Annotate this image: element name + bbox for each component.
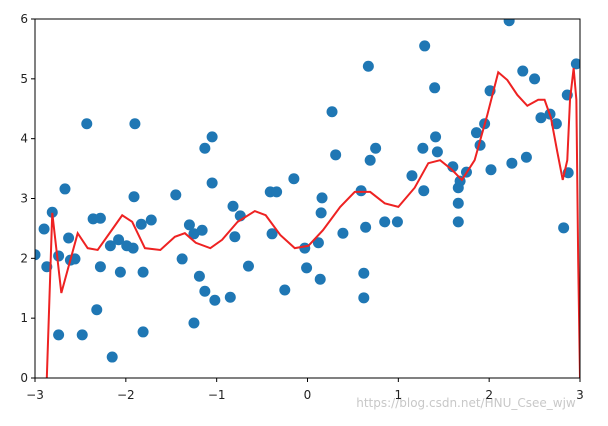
scatter-point: [355, 185, 367, 197]
scatter-point: [127, 242, 139, 254]
scatter-point: [242, 260, 254, 272]
scatter-point: [229, 231, 241, 243]
scatter-point: [364, 154, 376, 166]
x-tick-label: −3: [26, 388, 44, 402]
scatter-point: [406, 170, 418, 182]
scatter-point: [358, 292, 370, 304]
scatter-point: [315, 207, 327, 219]
scatter-point: [419, 40, 431, 52]
scatter-point: [279, 284, 291, 296]
scatter-point: [53, 329, 65, 341]
scatter-point: [360, 221, 372, 233]
scatter-point: [145, 214, 157, 226]
scatter-point: [128, 191, 140, 203]
scatter-point: [91, 304, 103, 316]
y-tick-label: 5: [20, 72, 28, 86]
scatter-point: [430, 131, 442, 143]
x-tick-label: 2: [485, 388, 493, 402]
scatter-point: [94, 261, 106, 273]
scatter-point: [391, 216, 403, 228]
scatter-point: [418, 185, 430, 197]
scatter-point: [417, 142, 429, 154]
scatter-point: [63, 232, 75, 244]
scatter-point: [76, 329, 88, 341]
x-tick-label: 0: [304, 388, 312, 402]
scatter-point: [314, 273, 326, 285]
y-tick-label: 1: [20, 311, 28, 325]
scatter-point: [570, 58, 580, 70]
scatter-point: [358, 267, 370, 279]
scatter-point: [135, 218, 147, 230]
scatter-point: [535, 112, 547, 124]
watermark: https://blog.csdn.net/HNU_Csee_wjw: [356, 396, 576, 410]
scatter-point: [337, 227, 349, 239]
scatter-point: [452, 216, 464, 228]
scatter-point: [550, 118, 562, 130]
scatter-point: [199, 142, 211, 154]
scatter-point: [529, 73, 541, 85]
scatter-point: [106, 351, 118, 363]
scatter-point: [520, 151, 532, 163]
scatter-point: [485, 164, 497, 176]
scatter-point: [196, 224, 208, 236]
plot-area: [35, 19, 580, 378]
scatter-point: [176, 253, 188, 265]
scatter-point: [209, 294, 221, 306]
x-tick-label: −1: [208, 388, 226, 402]
fit-curve: [45, 67, 580, 378]
scatter-point: [326, 106, 338, 118]
y-tick-label: 0: [20, 371, 28, 385]
scatter-point: [517, 65, 529, 77]
y-tick-label: 3: [20, 192, 28, 206]
x-tick-label: −2: [117, 388, 135, 402]
scatter-point: [288, 173, 300, 185]
scatter-point: [193, 270, 205, 282]
scatter-point: [370, 142, 382, 154]
scatter-point: [183, 219, 195, 231]
scatter-point: [81, 118, 93, 130]
scatter-point: [506, 157, 518, 169]
scatter-point: [94, 212, 106, 224]
scatter-point: [114, 266, 126, 278]
scatter-point: [224, 291, 236, 303]
y-tick-label: 6: [20, 12, 28, 26]
scatter-point: [206, 177, 218, 189]
scatter-point: [470, 127, 482, 139]
scatter-point: [266, 228, 278, 240]
scatter-point: [431, 146, 443, 158]
scatter-point: [199, 285, 211, 297]
scatter-point: [503, 19, 515, 27]
scatter-point: [59, 183, 71, 195]
scatter-point: [129, 118, 141, 130]
scatter-point: [227, 200, 239, 212]
scatter-point: [137, 326, 149, 338]
scatter-point: [429, 82, 441, 94]
scatter-point: [188, 317, 200, 329]
scatter-point: [301, 262, 313, 274]
y-tick-label: 4: [20, 132, 28, 146]
scatter-point: [53, 250, 65, 262]
scatter-point: [113, 234, 125, 246]
scatter-point: [206, 131, 218, 143]
scatter-point: [35, 249, 41, 261]
x-tick-label: 1: [395, 388, 403, 402]
scatter-point: [104, 240, 116, 252]
scatter-point: [330, 149, 342, 161]
scatter-point: [379, 216, 391, 228]
scatter-point: [452, 197, 464, 209]
scatter-point: [46, 206, 58, 218]
scatter-point: [271, 186, 283, 198]
x-tick-label: 3: [576, 388, 584, 402]
scatter-point: [170, 189, 182, 201]
scatter-point: [316, 192, 328, 204]
scatter-point: [558, 222, 570, 234]
scatter-point: [38, 223, 50, 235]
scatter-point: [312, 237, 324, 249]
y-tick-label: 2: [20, 251, 28, 265]
scatter-point: [137, 266, 149, 278]
scatter-point: [362, 60, 374, 72]
